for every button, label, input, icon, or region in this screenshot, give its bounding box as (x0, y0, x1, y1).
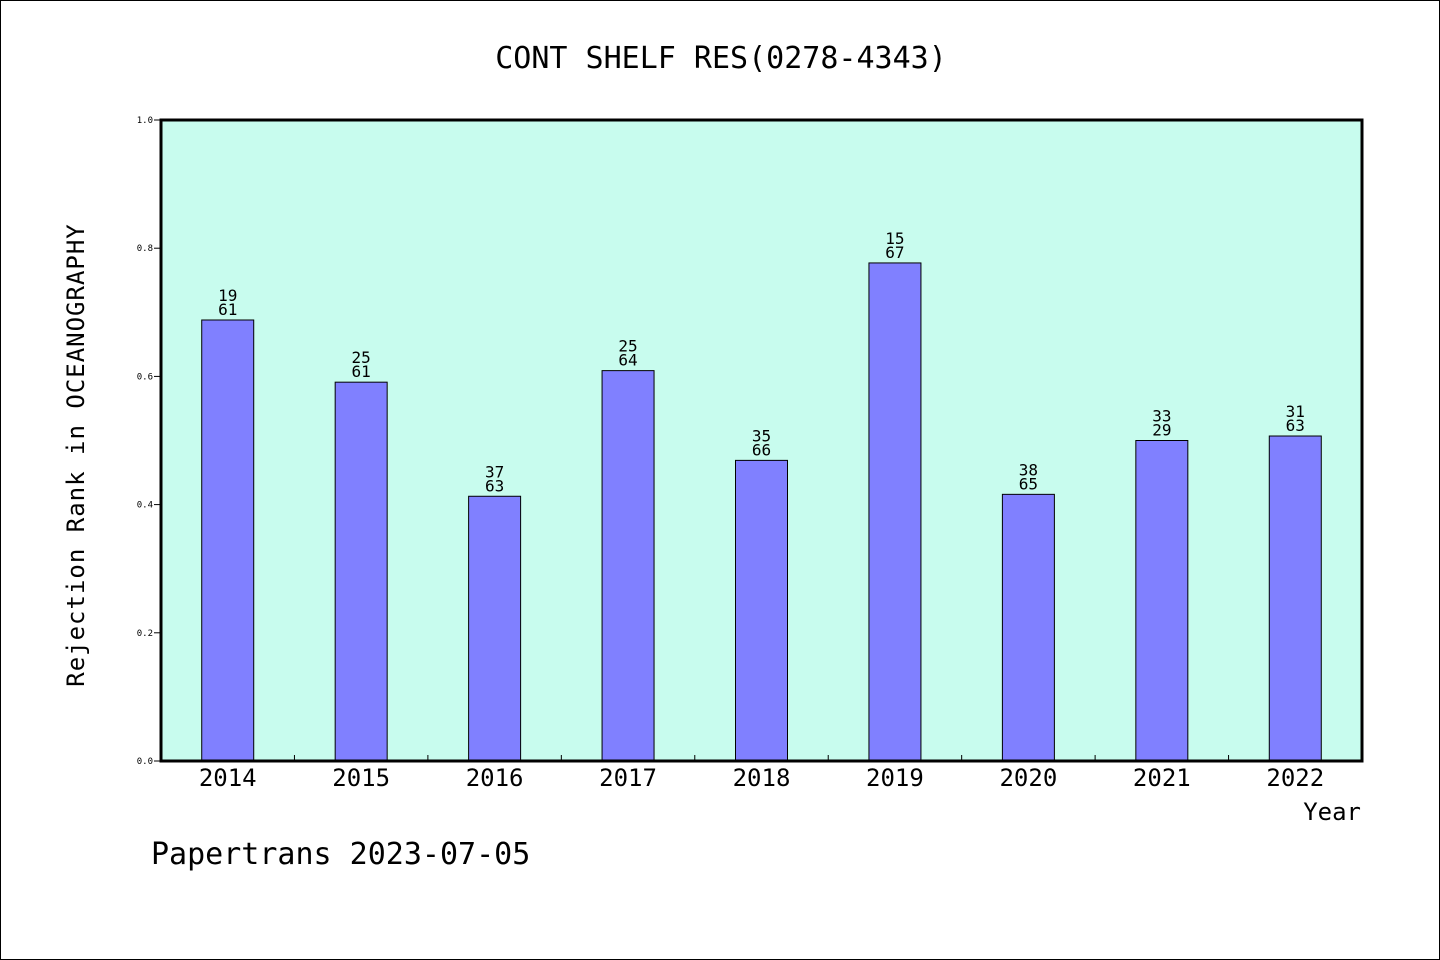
bar (1001, 493, 1055, 762)
x-tick-label: 2015 (332, 764, 390, 792)
chart-title: CONT SHELF RES(0278-4343) (495, 41, 947, 76)
plot-frame (159, 118, 1364, 763)
bar-label-top: 37 (485, 462, 504, 481)
bar-label-bottom: 67 (885, 243, 904, 262)
bar (1268, 435, 1322, 762)
x-tick-label: 2022 (1266, 764, 1324, 792)
y-axis: 0.0 0.2 0.4 0.6 0.8 1.0 (137, 116, 161, 767)
bar-label-bottom: 65 (1019, 474, 1038, 493)
bar-label-top: 25 (352, 348, 371, 367)
x-tick-label: 2017 (599, 764, 657, 792)
x-tick-label: 2019 (866, 764, 924, 792)
x-tick-label: 2020 (999, 764, 1057, 792)
x-tick-label: 2014 (199, 764, 257, 792)
bar-label-bottom: 63 (485, 476, 504, 495)
x-axis-label: Year (1303, 798, 1361, 826)
bar (1135, 440, 1189, 762)
x-axis: 2014 2015 2016 2017 2018 2019 2020 2021 2022 (199, 755, 1324, 792)
bar (601, 370, 655, 762)
bar-label-top: 38 (1019, 460, 1038, 479)
bar-label-top: 25 (618, 337, 637, 356)
x-tick-label: 2021 (1133, 764, 1191, 792)
y-axis-label: Rejection Rank in OCEANOGRAPHY (62, 223, 90, 686)
y-tick-label: 0.8 (137, 244, 153, 254)
bar (201, 319, 255, 762)
x-tick-label: 2018 (733, 764, 791, 792)
y-tick-label: 0.4 (137, 501, 153, 511)
x-tick-label: 2016 (466, 764, 524, 792)
bar-label-top: 33 (1152, 407, 1171, 426)
bar (468, 495, 522, 762)
bar-label-top: 19 (218, 286, 237, 305)
y-tick-label: 0.6 (137, 372, 153, 382)
bar-label-top: 31 (1286, 402, 1305, 421)
bar (735, 459, 788, 762)
bar-label-bottom: 29 (1152, 421, 1171, 440)
bar (868, 262, 922, 762)
y-tick-label: 0.0 (137, 757, 153, 767)
bar-label-bottom: 64 (618, 351, 637, 370)
bar-label-bottom: 66 (752, 440, 771, 459)
y-tick-label: 1.0 (137, 116, 153, 126)
bar-label-bottom: 61 (218, 300, 237, 319)
bar-label-bottom: 61 (352, 362, 371, 381)
y-tick-label: 0.2 (137, 629, 153, 639)
footer-text: Papertrans 2023-07-05 (151, 837, 530, 872)
bar (334, 381, 388, 762)
bar-label-top: 15 (885, 229, 904, 248)
bar-label-bottom: 63 (1286, 416, 1305, 435)
bar-label-top: 35 (752, 426, 771, 445)
